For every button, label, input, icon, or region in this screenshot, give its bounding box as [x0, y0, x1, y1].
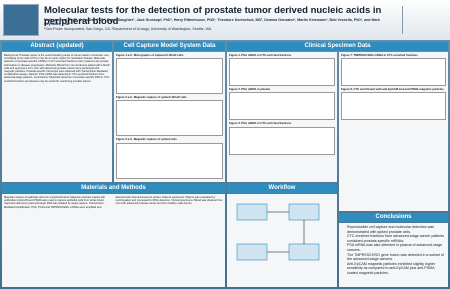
- bullet: PSA mRNA was also detected in plasma of …: [347, 243, 446, 252]
- bullet-list: Reproducible cell capture and molecular …: [341, 225, 446, 276]
- conclusions-panel: Reproducible cell capture and molecular …: [339, 223, 448, 287]
- figure-caption: Figure 5. PSA mRNA in plasma: [229, 87, 270, 92]
- section-header: Materials and Methods: [2, 184, 225, 193]
- logo: [3, 4, 39, 36]
- figure-caption: Figure 7. TMPRSS2:ERG mRNA in CTC-enrich…: [341, 53, 418, 57]
- title: Molecular tests for the detection of pro…: [44, 5, 382, 27]
- header: Molecular tests for the detection of pro…: [0, 0, 450, 40]
- bullet: The TMPRSS2:ERG gene fusion was detected…: [347, 253, 446, 262]
- figure: [341, 58, 446, 87]
- section-header: Abstract (updated): [2, 42, 112, 51]
- figure: [116, 100, 223, 137]
- figure-caption: Figure 1 a-C. Micrographs of captured LN…: [116, 53, 184, 57]
- bullet: CTC-enriched fractions from advanced-sta…: [347, 234, 446, 243]
- bullet: Reproducible cell capture and molecular …: [347, 225, 446, 234]
- figure-caption: Figure 3 a-C. Magnetic capture of spiked…: [116, 137, 177, 142]
- contact-block: [402, 6, 446, 34]
- figure-caption: Figure 4. PSA mRNA in CTC-enriched fract…: [229, 53, 292, 57]
- workflow-panel: [227, 194, 337, 287]
- clinical-panel: Figure 4. PSA mRNA in CTC-enriched fract…: [227, 52, 337, 182]
- affiliations: ¹Gen-Probe Incorporated, San Diego, CA; …: [44, 27, 212, 31]
- section-header: Clinical Specimen Data: [227, 42, 448, 51]
- section-header: Conclusions: [339, 213, 448, 222]
- abstract-text: Background: Prostate cancer is the secon…: [2, 52, 112, 182]
- clinical-panel: Figure 7. TMPRSS2:ERG mRNA in CTC-enrich…: [339, 52, 448, 211]
- authors: Matthias Jost, PhD¹, John Day PhD¹, Ryan…: [44, 18, 380, 26]
- figure: [229, 92, 335, 121]
- figure-caption: Figure 6. PSA mRNA in CTC-enriched fract…: [229, 121, 292, 126]
- section-header: Cell Capture Model System Data: [114, 42, 225, 51]
- bullet: Anti-EpCAM magnetic particles exhibited …: [347, 262, 446, 276]
- figure: [116, 58, 223, 95]
- workflow-diagram: [236, 203, 320, 261]
- figure-caption: Figure 2 a-C. Magnetic capture of spiked…: [116, 95, 187, 100]
- cell-panel: Figure 1 a-C. Micrographs of captured LN…: [114, 52, 225, 182]
- figure: [116, 142, 223, 179]
- figure: [341, 92, 446, 121]
- figure: [229, 126, 335, 155]
- methods-text: Magnetic capture of epithelial cells fro…: [2, 194, 225, 287]
- figure-caption: Figure 8. CTC enrichment with anti-EpCAM…: [341, 87, 444, 92]
- figure: [229, 58, 335, 87]
- section-header: Workflow: [227, 184, 337, 193]
